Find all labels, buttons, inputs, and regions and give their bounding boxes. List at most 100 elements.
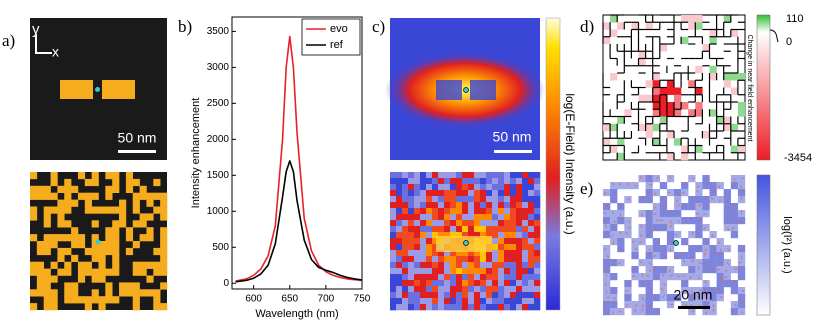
current-pixel — [624, 301, 632, 309]
map-pixel — [645, 131, 653, 139]
pixel — [43, 213, 51, 221]
y-tick-label: 3500 — [207, 26, 230, 37]
difference-map — [602, 14, 746, 161]
field-pixel — [504, 238, 511, 245]
field-pixel — [456, 232, 463, 239]
current-pixel — [645, 210, 653, 218]
field-pixel — [390, 220, 397, 227]
current-arrow — [640, 224, 643, 228]
pixel — [84, 268, 92, 276]
current-pixel — [652, 245, 660, 253]
current-arrow — [656, 177, 660, 179]
current-arrow — [631, 241, 636, 243]
field-pixel — [438, 190, 445, 197]
current-pixel — [617, 203, 625, 211]
field-pixel — [486, 262, 493, 269]
map-pixel — [723, 15, 731, 23]
pixel — [98, 275, 106, 283]
scale-label: 20 nm — [674, 287, 713, 303]
current-pixel — [695, 189, 703, 197]
y-tick-label: 1500 — [207, 170, 230, 181]
field-pixel — [492, 268, 499, 275]
field-pixel — [486, 256, 493, 263]
current-pixel — [659, 182, 668, 190]
current-pixel — [659, 273, 668, 281]
field-pixel — [462, 208, 469, 215]
current-arrow — [695, 233, 699, 235]
field-map-evolved — [390, 172, 541, 311]
current-pixel — [723, 189, 731, 197]
field-pixel — [462, 190, 469, 197]
field-pixel — [414, 268, 421, 275]
field-pixel — [474, 298, 481, 305]
field-pixel — [402, 256, 409, 263]
pixel — [77, 241, 86, 249]
current-pixel — [603, 245, 611, 253]
current-arrow — [684, 290, 688, 293]
current-arrow — [726, 262, 730, 266]
pixel — [132, 261, 140, 269]
field-pixel — [510, 184, 517, 191]
field-pixel — [456, 190, 463, 197]
field-pixel — [480, 286, 487, 293]
current-arrow — [712, 245, 715, 249]
field-pixel — [450, 280, 457, 287]
map-pixel — [730, 73, 739, 81]
map-pixel — [709, 109, 717, 117]
current-pixel — [603, 210, 611, 218]
current-arrow — [731, 310, 735, 312]
field-pixel — [468, 172, 475, 179]
field-pixel — [534, 172, 541, 179]
field-pixel — [390, 190, 397, 197]
current-arrow — [634, 185, 638, 187]
field-pixel — [468, 250, 475, 257]
field-pixel — [462, 292, 469, 299]
current-pixel — [702, 259, 710, 267]
field-pixel — [486, 202, 493, 209]
field-pixel — [468, 196, 475, 203]
field-pixel — [516, 184, 523, 191]
field-pixel — [414, 256, 421, 263]
current-arrow — [733, 182, 735, 186]
field-pixel — [528, 268, 535, 275]
field-pixel — [486, 220, 493, 227]
field-pixel — [462, 196, 469, 203]
current-arrow — [653, 248, 657, 250]
field-pixel — [408, 298, 415, 305]
field-pixel — [414, 202, 421, 209]
field-pixel — [444, 184, 451, 191]
pixel — [50, 178, 58, 187]
scale-bar — [118, 150, 156, 153]
field-pixel — [450, 190, 457, 197]
current-arrow — [611, 276, 614, 280]
current-pixel — [681, 203, 689, 211]
field-pixel — [438, 256, 445, 263]
field-pixel — [396, 196, 403, 203]
field-pixel — [504, 256, 511, 263]
field-pixel — [480, 274, 487, 281]
pixel — [91, 254, 99, 262]
field-pixel — [438, 268, 445, 275]
field-pixel — [480, 178, 487, 185]
field-pixel — [450, 262, 457, 269]
field-pixel — [492, 232, 499, 239]
pixel — [160, 227, 168, 235]
current-arrow — [704, 266, 707, 270]
field-pixel — [492, 214, 499, 221]
pixel — [77, 172, 86, 180]
current-pixel — [730, 203, 739, 211]
field-pixel — [504, 274, 511, 281]
current-arrow — [731, 227, 735, 230]
x-tick-label: 650 — [281, 294, 298, 305]
map-pixel — [610, 73, 618, 81]
current-arrow — [634, 304, 638, 307]
current-pixel — [617, 259, 625, 267]
map-pixel — [638, 51, 646, 59]
current-arrow — [691, 231, 694, 235]
field-pixel — [534, 262, 541, 269]
field-pixel — [450, 232, 457, 239]
field-pixel — [510, 286, 517, 293]
map-pixel — [610, 29, 618, 37]
pixel — [77, 296, 86, 304]
field-pixel — [492, 226, 499, 233]
